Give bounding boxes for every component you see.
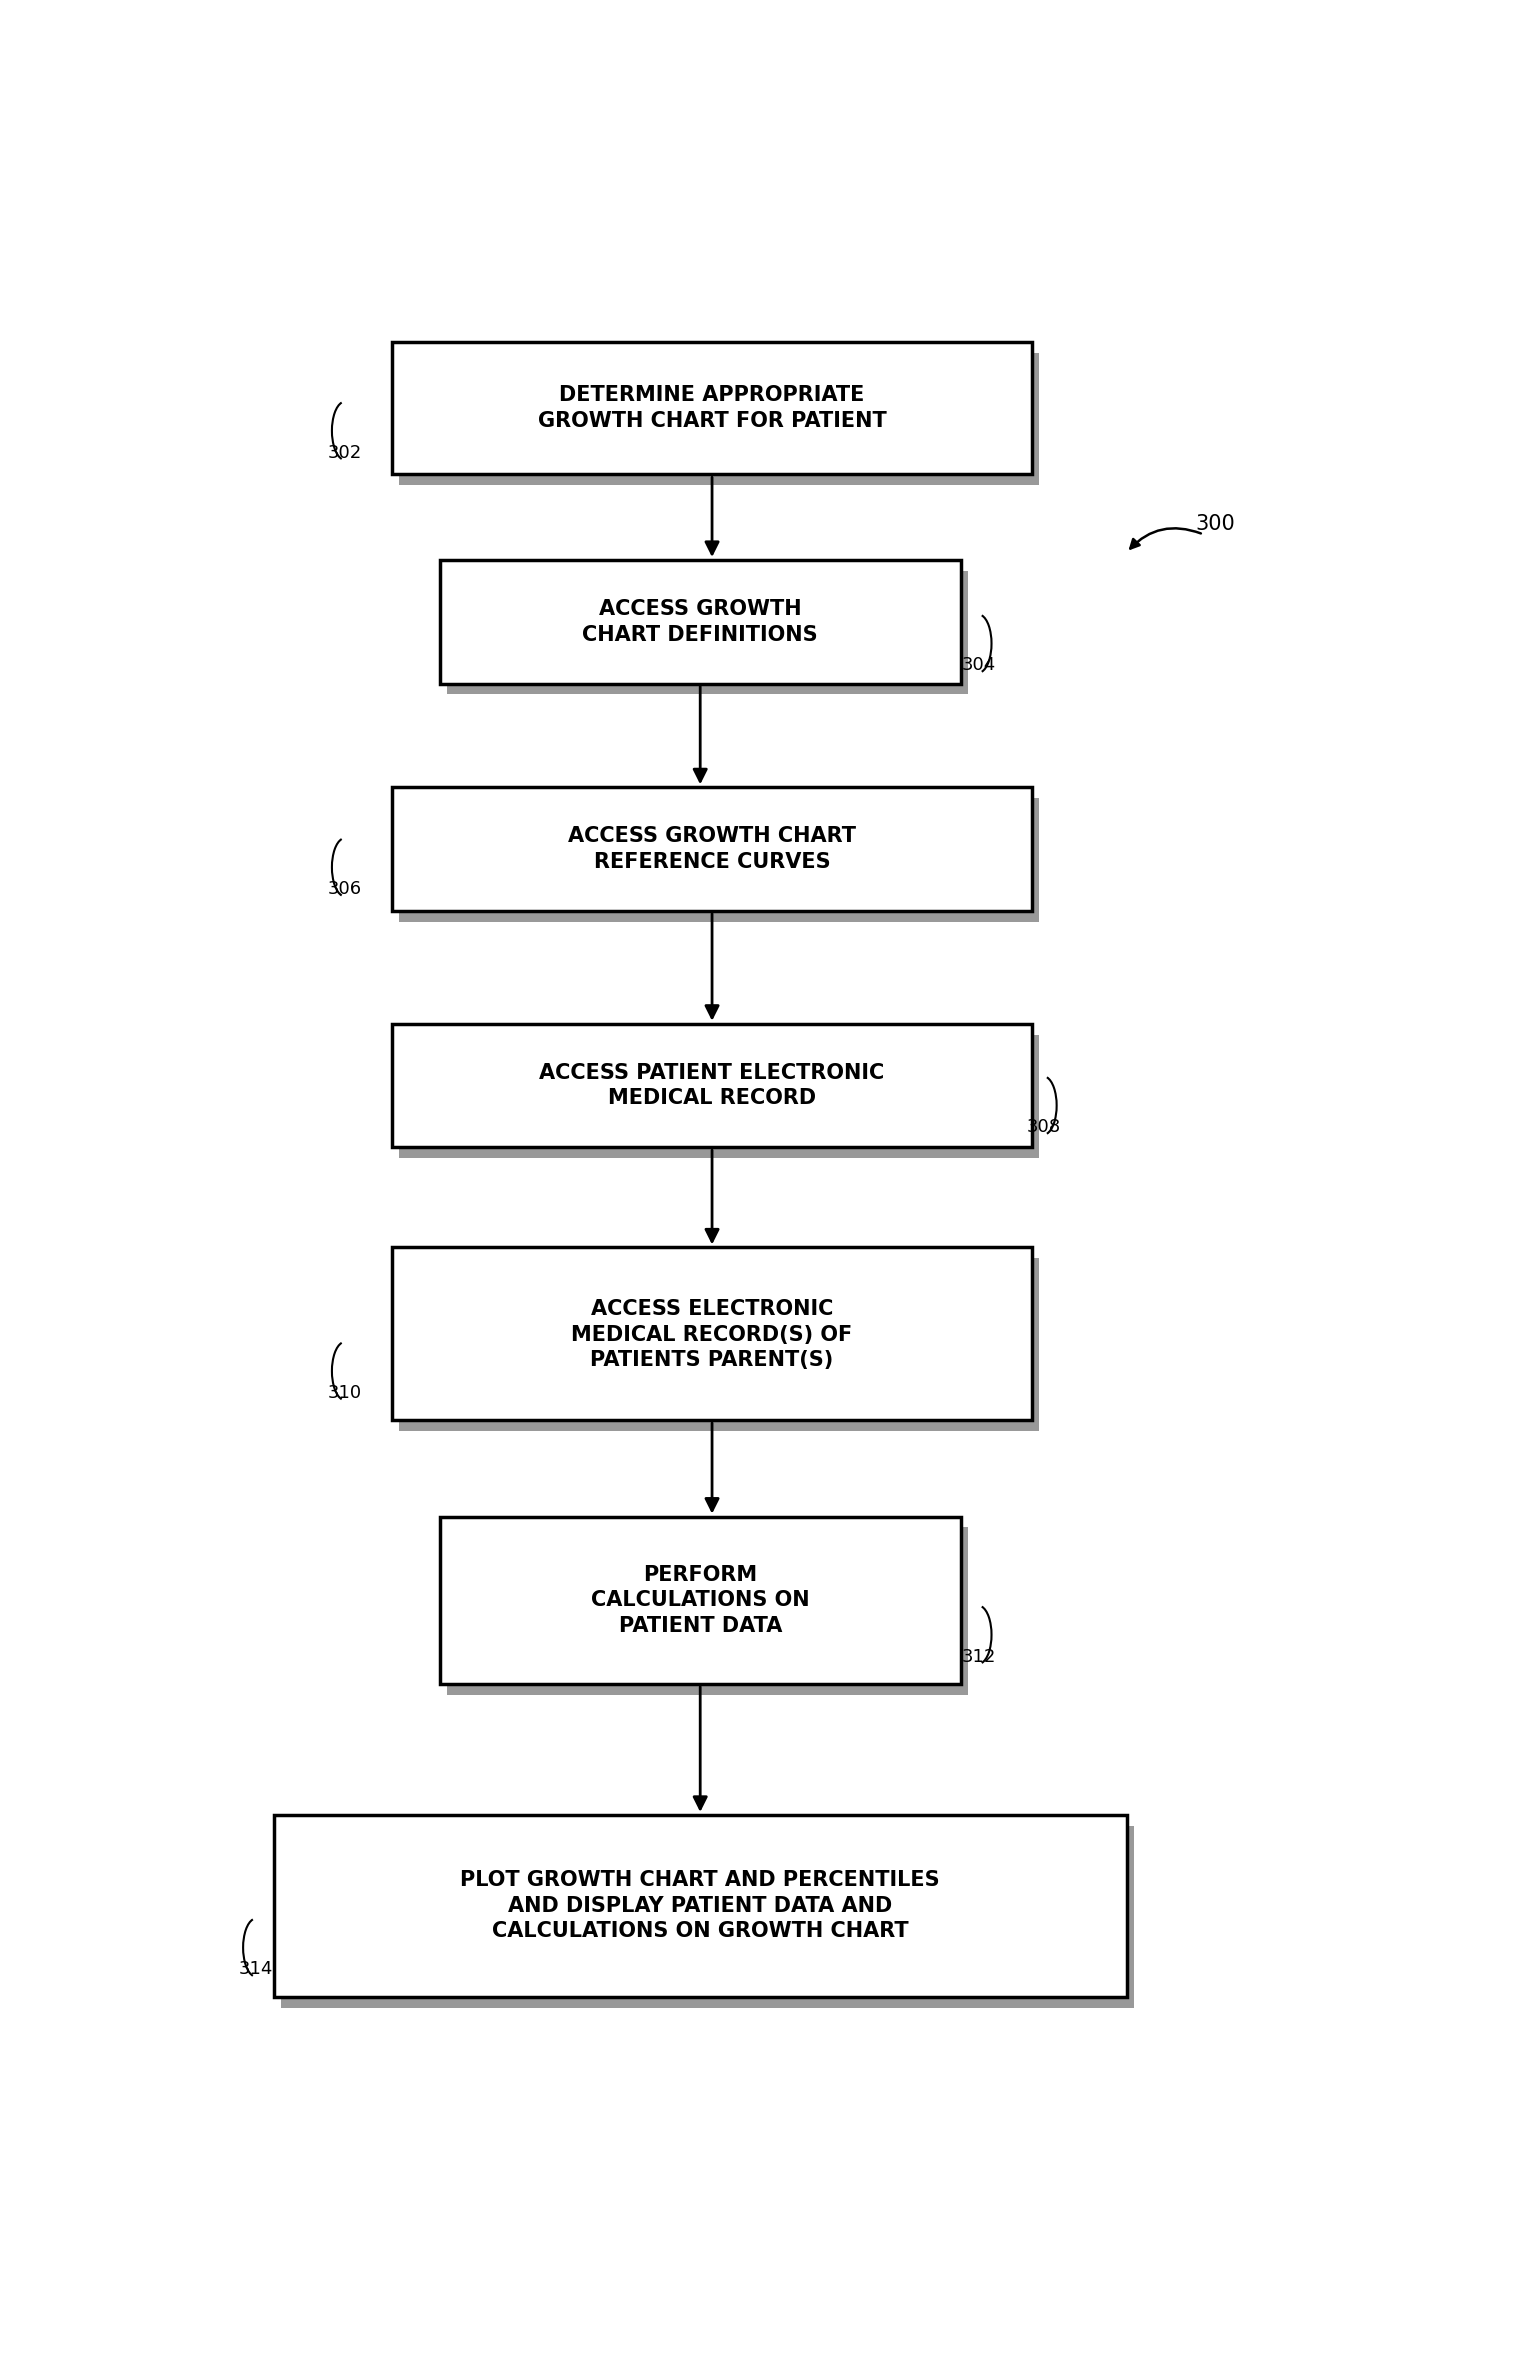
FancyBboxPatch shape <box>393 787 1031 912</box>
Text: PERFORM
CALCULATIONS ON
PATIENT DATA: PERFORM CALCULATIONS ON PATIENT DATA <box>591 1564 810 1637</box>
FancyBboxPatch shape <box>446 1528 967 1696</box>
FancyBboxPatch shape <box>440 1516 961 1684</box>
Text: ACCESS GROWTH
CHART DEFINITIONS: ACCESS GROWTH CHART DEFINITIONS <box>582 600 817 645</box>
FancyBboxPatch shape <box>399 352 1039 484</box>
FancyBboxPatch shape <box>399 1259 1039 1431</box>
Text: PLOT GROWTH CHART AND PERCENTILES
AND DISPLAY PATIENT DATA AND
CALCULATIONS ON G: PLOT GROWTH CHART AND PERCENTILES AND DI… <box>460 1871 940 1942</box>
FancyBboxPatch shape <box>274 1814 1126 1996</box>
Text: 300: 300 <box>1195 513 1235 534</box>
Text: ACCESS GROWTH CHART
REFERENCE CURVES: ACCESS GROWTH CHART REFERENCE CURVES <box>568 827 856 872</box>
FancyBboxPatch shape <box>393 1247 1031 1420</box>
Text: 308: 308 <box>1027 1117 1060 1136</box>
Text: ACCESS ELECTRONIC
MEDICAL RECORD(S) OF
PATIENTS PARENT(S): ACCESS ELECTRONIC MEDICAL RECORD(S) OF P… <box>571 1299 853 1370</box>
Text: 304: 304 <box>961 657 996 676</box>
Text: ACCESS PATIENT ELECTRONIC
MEDICAL RECORD: ACCESS PATIENT ELECTRONIC MEDICAL RECORD <box>539 1063 885 1108</box>
FancyBboxPatch shape <box>393 1023 1031 1148</box>
FancyBboxPatch shape <box>446 572 967 694</box>
FancyBboxPatch shape <box>393 342 1031 475</box>
FancyBboxPatch shape <box>281 1826 1134 2008</box>
FancyBboxPatch shape <box>399 798 1039 921</box>
Text: 314: 314 <box>238 1960 274 1979</box>
Text: DETERMINE APPROPRIATE
GROWTH CHART FOR PATIENT: DETERMINE APPROPRIATE GROWTH CHART FOR P… <box>538 385 886 430</box>
Text: 302: 302 <box>329 444 362 461</box>
Text: 306: 306 <box>329 881 362 898</box>
Text: 310: 310 <box>329 1384 362 1403</box>
FancyBboxPatch shape <box>440 560 961 683</box>
FancyBboxPatch shape <box>399 1035 1039 1157</box>
Text: 312: 312 <box>961 1649 996 1665</box>
